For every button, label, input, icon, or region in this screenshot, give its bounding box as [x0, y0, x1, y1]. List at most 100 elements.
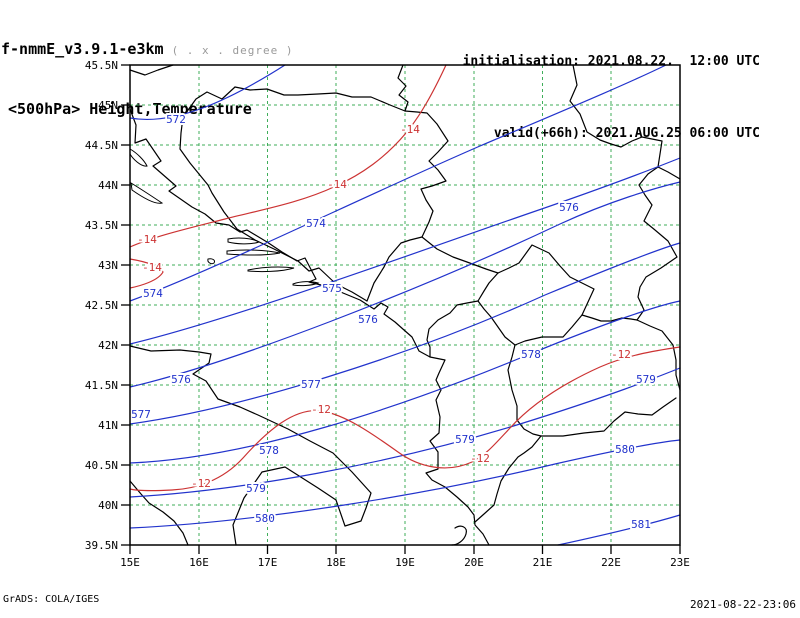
x-axis-tick-label: 22E: [601, 556, 621, 569]
serbia-romania-border: [569, 64, 663, 168]
island-pag: [129, 148, 148, 167]
bosnia-montenegro-border: [366, 236, 423, 302]
temp-contour-minus14-lobe: [129, 258, 164, 289]
height-contour-label: 572: [166, 113, 186, 126]
bosnia-sava-border: [234, 86, 406, 112]
height-contour-label: 577: [131, 408, 151, 421]
kosovo-serbia-border: [497, 244, 595, 316]
model-title: f-nmmE_v3.9.1-e3km: [1, 40, 164, 58]
x-axis-tick-label: 15E: [120, 556, 140, 569]
height-contour-label: 580: [615, 443, 635, 456]
height-contour-579: [129, 367, 681, 498]
grads-credit: GrADS: COLA/IGES: [3, 594, 100, 605]
serbia-macedonia-border: [581, 314, 638, 322]
height-contour-label: 578: [521, 348, 541, 361]
dalmatian-islands: [129, 148, 320, 287]
y-axis-tick-label: 40N: [98, 499, 118, 512]
map-outlines: [129, 64, 681, 546]
height-contours: [129, 64, 681, 546]
height-contour-label: 576: [559, 201, 579, 214]
model-resolution-note: ( . x . degree ): [171, 44, 294, 57]
temp-contour-label: -14: [327, 178, 347, 191]
island-mljet: [292, 281, 320, 287]
y-axis-labels: 45.5N 45N 44.5N 44N 43.5N 43N 42.5N 42N …: [85, 59, 118, 552]
height-contour-label: 580: [255, 512, 275, 525]
macedonia-greece-border: [540, 397, 677, 437]
montenegro-kosovo-border: [477, 272, 499, 302]
italy-tyrrhenian-coastline: [129, 480, 189, 546]
height-contour-label: 575: [322, 282, 342, 295]
model-title-line: f-nmmE_v3.9.1-e3km ( . x . degree ): [1, 40, 294, 58]
creation-timestamp: 2021-08-22-23:06: [690, 598, 796, 611]
italy-adriatic-coastline: [129, 345, 372, 546]
croatia-serbia-border: [397, 64, 409, 112]
croatia-bosnia-border: [179, 86, 368, 302]
temp-contour-minus14-main: [129, 64, 447, 248]
height-contour-578: [129, 300, 681, 464]
height-contour-label: 576: [171, 373, 191, 386]
y-axis-tick-label: 40.5N: [85, 459, 118, 472]
island-brac: [227, 237, 261, 245]
x-axis-tick-label: 20E: [464, 556, 484, 569]
temp-contour-label: -12: [470, 452, 490, 465]
montenegro-serbia-border: [421, 236, 499, 274]
y-axis-tick-label: 42N: [98, 339, 118, 352]
romania-bulgaria-danube-border: [657, 166, 681, 180]
y-axis-tick-label: 44.5N: [85, 139, 118, 152]
y-axis-tick-label: 43.5N: [85, 219, 118, 232]
height-contour-580: [129, 439, 681, 529]
temp-contour-minus12: [129, 346, 681, 492]
x-axis-tick-label: 21E: [533, 556, 553, 569]
x-axis-tick-label: 18E: [326, 556, 346, 569]
slovenia-croatia-border: [129, 64, 174, 76]
height-contour-label: 579: [636, 373, 656, 386]
y-axis-tick-label: 44N: [98, 179, 118, 192]
height-contour-574: [129, 64, 667, 302]
island-vis: [207, 258, 215, 265]
x-axis-tick-label: 23E: [670, 556, 690, 569]
albania-greece-border: [474, 435, 542, 523]
x-axis-labels: 15E 16E 17E 18E 19E 20E 21E 22E 23E: [120, 556, 690, 569]
montenegro-albania-border: [426, 300, 479, 358]
y-axis-tick-label: 41.5N: [85, 379, 118, 392]
kosovo-macedonia-border: [514, 314, 583, 346]
island-hvar: [226, 249, 281, 256]
y-axis-tick-label: 45.5N: [85, 59, 118, 72]
temp-contour-label: -14: [137, 233, 157, 246]
kosovo-albania-border: [477, 300, 516, 346]
adriatic-east-coastline: [129, 108, 490, 546]
y-axis-tick-label: 39.5N: [85, 539, 118, 552]
x-axis-tick-label: 19E: [395, 556, 415, 569]
height-contour-label: 577: [301, 378, 321, 391]
latlon-grid: [130, 65, 680, 545]
y-axis-tick-label: 41N: [98, 419, 118, 432]
corfu-island: [451, 525, 467, 546]
contour-labels: 572 574 574 575 576 576 576 577 577 578 …: [129, 111, 658, 533]
temp-contour-label: -12: [611, 348, 631, 361]
height-contour-label: 581: [631, 518, 651, 531]
height-contour-575: [129, 157, 681, 345]
height-contour-576: [129, 181, 681, 388]
temp-contour-label: -14: [400, 123, 420, 136]
height-contour-577: [129, 242, 681, 425]
bosnia-serbia-drina-border: [404, 110, 449, 238]
height-contour-581: [557, 514, 681, 546]
height-contour-label: 578: [259, 444, 279, 457]
macedonia-bulgaria-border: [636, 319, 681, 391]
x-axis-tick-label: 16E: [189, 556, 209, 569]
height-contour-label: 579: [246, 482, 266, 495]
y-axis-tick-label: 42.5N: [85, 299, 118, 312]
height-contour-572: [129, 64, 286, 121]
island-kornati: [130, 182, 164, 204]
x-axis-tick-label: 17E: [258, 556, 278, 569]
y-axis-tick-label: 45N: [98, 99, 118, 112]
height-contour-label: 574: [143, 287, 163, 300]
temp-contour-label: -14: [142, 261, 162, 274]
temp-contour-label: -12: [311, 403, 331, 416]
temp-contour-label: -12: [191, 477, 211, 490]
serbia-bulgaria-border: [636, 166, 678, 321]
axis-tick-marks: [121, 64, 681, 554]
island-korcula: [247, 266, 295, 273]
temperature-contours: [129, 64, 681, 492]
